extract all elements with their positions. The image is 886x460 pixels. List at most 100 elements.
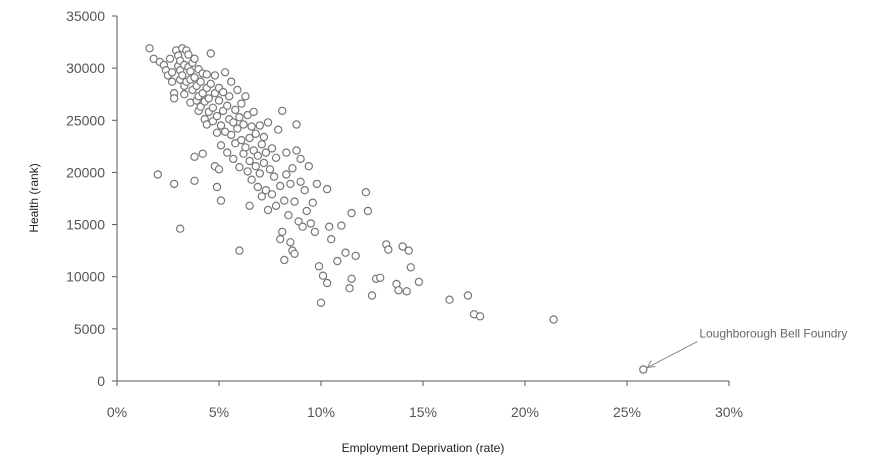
data-point <box>282 148 291 157</box>
data-point <box>384 245 393 254</box>
data-point <box>325 222 334 231</box>
data-point <box>269 172 279 181</box>
data-point <box>265 165 275 174</box>
data-point <box>243 167 252 176</box>
x-axis-title: Employment Deprivation (rate) <box>342 441 505 455</box>
data-point <box>184 50 193 59</box>
x-tick-label: 10% <box>307 404 335 420</box>
data-point <box>322 278 332 288</box>
data-point <box>247 122 256 131</box>
data-point <box>318 271 328 280</box>
data-point <box>241 143 250 152</box>
data-point <box>292 120 301 129</box>
data-point <box>167 68 177 77</box>
data-point <box>165 54 175 64</box>
data-point <box>235 162 244 172</box>
data-point <box>475 312 485 321</box>
data-point <box>404 246 413 255</box>
data-point <box>255 169 264 178</box>
data-point <box>267 190 277 199</box>
annotation: Loughborough Bell Foundry <box>646 327 847 369</box>
data-point <box>167 77 177 86</box>
data-point <box>639 365 648 374</box>
data-point <box>233 85 242 95</box>
data-point <box>292 146 301 155</box>
data-point <box>298 222 307 231</box>
data-point <box>312 179 322 189</box>
data-point <box>251 161 260 171</box>
data-point <box>145 44 154 53</box>
data-point <box>169 94 179 103</box>
data-point <box>267 144 277 153</box>
data-point <box>216 121 226 130</box>
data-point <box>214 96 224 105</box>
data-point <box>237 99 246 108</box>
data-point <box>286 238 295 247</box>
data-point <box>414 277 424 287</box>
x-tick-label: 15% <box>409 404 437 420</box>
data-point <box>278 106 287 116</box>
x-axis-ticks: 0% 5% 10% 15% 20% 25% 30% <box>107 381 743 420</box>
data-point <box>235 246 244 255</box>
data-point <box>351 251 360 261</box>
data-point <box>310 227 320 237</box>
data-points <box>145 44 648 374</box>
data-point <box>208 103 218 113</box>
data-point <box>282 170 291 179</box>
data-point <box>271 201 281 210</box>
data-point <box>186 67 195 76</box>
data-point <box>402 287 411 296</box>
data-point <box>202 70 211 79</box>
data-point <box>280 255 289 265</box>
data-point <box>261 148 271 157</box>
data-point <box>245 156 254 166</box>
x-tick-label: 20% <box>511 404 539 420</box>
data-point <box>224 92 234 101</box>
data-point <box>304 161 313 171</box>
data-point <box>206 49 215 58</box>
data-point <box>445 295 454 304</box>
data-point <box>216 141 226 150</box>
data-point <box>337 221 346 230</box>
data-point <box>327 234 336 244</box>
y-tick-label: 25000 <box>66 112 105 128</box>
data-point <box>226 130 236 140</box>
data-point <box>222 101 232 110</box>
data-point <box>394 286 403 295</box>
y-axis-title: Health (rank) <box>27 163 41 232</box>
data-point <box>276 234 285 244</box>
data-point <box>341 248 350 257</box>
data-point <box>196 77 205 86</box>
data-point <box>361 187 371 197</box>
data-point <box>212 182 222 192</box>
data-point <box>231 105 240 115</box>
data-point <box>204 94 213 103</box>
data-point <box>190 152 199 161</box>
annotation-leader-line <box>647 341 698 368</box>
data-point <box>178 71 187 80</box>
data-point <box>169 179 179 189</box>
annotation-arrowhead <box>646 360 656 369</box>
data-point <box>251 129 260 138</box>
data-point <box>259 132 269 142</box>
data-point <box>363 206 373 216</box>
data-point <box>255 121 264 130</box>
data-point <box>549 315 558 324</box>
data-point <box>261 185 271 195</box>
y-tick-label: 30000 <box>66 60 105 76</box>
data-point <box>290 249 299 258</box>
data-point <box>206 79 215 89</box>
y-tick-label: 20000 <box>66 164 105 180</box>
x-tick-label: 5% <box>209 404 229 420</box>
data-point <box>333 256 342 266</box>
data-point <box>222 148 232 157</box>
data-point <box>314 262 324 271</box>
data-point <box>180 89 189 99</box>
data-point <box>280 196 289 205</box>
data-point <box>153 170 162 179</box>
data-point <box>316 298 326 307</box>
data-point <box>216 196 226 205</box>
data-point <box>463 291 473 300</box>
data-point <box>229 154 238 164</box>
data-point <box>190 176 199 185</box>
